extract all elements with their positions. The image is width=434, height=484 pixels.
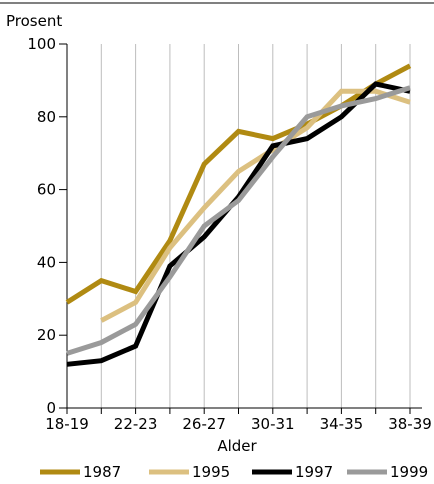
legend: 1987 1995 1997 1999: [40, 463, 428, 481]
x-tick-label-18-19: 18-19: [45, 415, 89, 433]
x-tick-label-34-35: 34-35: [320, 415, 364, 433]
legend-label-1997: 1997: [295, 463, 333, 481]
legend-label-1987: 1987: [83, 463, 121, 481]
x-axis-title: Alder: [217, 437, 257, 455]
x-tick-label-38-39: 38-39: [388, 415, 432, 433]
legend-label-1995: 1995: [192, 463, 230, 481]
x-tick-label-22-23: 22-23: [114, 415, 158, 433]
y-axis-title: Prosent: [6, 12, 62, 30]
y-tick-label-0: 0: [46, 399, 56, 417]
series-lines: [65, 63, 412, 367]
series-line-1987: [65, 63, 412, 305]
series-line-1999: [66, 85, 411, 356]
x-tick-label-26-27: 26-27: [182, 415, 226, 433]
y-tick-label-100: 100: [27, 35, 56, 53]
tick-labels: 0 20 40 60 80 100 18-19 22-23 26-27 30-31 34-35 38-…: [27, 35, 431, 433]
legend-label-1999: 1999: [390, 463, 428, 481]
y-tick-label-40: 40: [37, 253, 56, 271]
y-tick-label-60: 60: [37, 181, 56, 199]
y-tick-label-20: 20: [37, 326, 56, 344]
series-line-1995: [100, 88, 411, 323]
y-tick-label-80: 80: [37, 108, 56, 126]
x-tick-label-30-31: 30-31: [251, 415, 295, 433]
axes: [59, 43, 422, 414]
